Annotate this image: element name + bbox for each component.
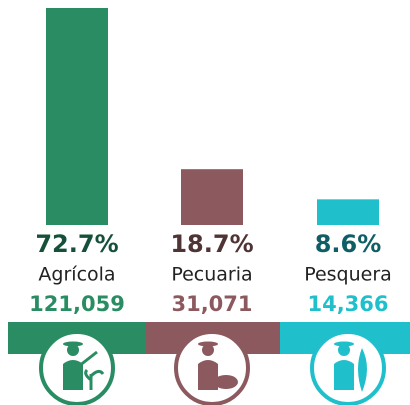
- icon-hat: [334, 341, 354, 347]
- icon: [63, 341, 105, 390]
- icon-tool: [78, 350, 98, 368]
- percent-label: 72.7%: [35, 230, 118, 258]
- icon-fish: [358, 348, 367, 392]
- icon-head: [202, 344, 214, 356]
- icon-hat: [198, 341, 218, 347]
- category-label: Pesquera: [304, 264, 392, 286]
- icon-pig: [214, 375, 238, 389]
- icon: [198, 341, 238, 390]
- category-label: Pecuaria: [171, 264, 252, 286]
- bar: [317, 199, 379, 225]
- icon-head: [67, 344, 79, 356]
- bar: [181, 169, 243, 225]
- icon-body: [334, 360, 354, 390]
- icon-head: [338, 344, 350, 356]
- bar: [46, 8, 108, 225]
- icon-plant: [84, 368, 105, 390]
- percent-label: 8.6%: [315, 230, 382, 258]
- category-label: Agrícola: [38, 264, 115, 286]
- count-label: 31,071: [171, 292, 252, 316]
- icon-body: [198, 360, 218, 390]
- icon-body: [63, 360, 83, 390]
- count-label: 121,059: [29, 292, 125, 316]
- count-label: 14,366: [307, 292, 388, 316]
- percent-label: 18.7%: [170, 230, 253, 258]
- icon-hat: [63, 341, 83, 347]
- icon: [334, 341, 367, 392]
